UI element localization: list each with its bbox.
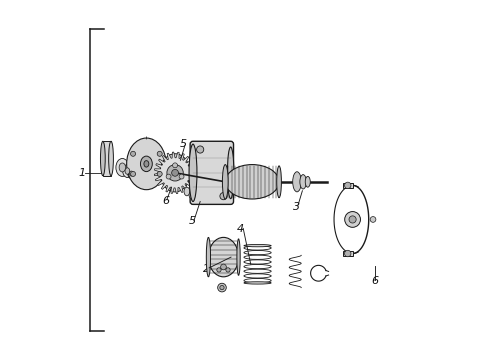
Circle shape <box>226 268 230 272</box>
Text: 5: 5 <box>189 216 196 226</box>
Ellipse shape <box>206 237 211 277</box>
Ellipse shape <box>189 144 197 202</box>
Ellipse shape <box>119 163 125 172</box>
Circle shape <box>344 182 351 189</box>
Circle shape <box>157 151 162 156</box>
Ellipse shape <box>141 156 152 172</box>
Ellipse shape <box>184 187 190 196</box>
Circle shape <box>220 285 224 290</box>
Circle shape <box>172 170 178 176</box>
Bar <box>343 183 353 188</box>
Circle shape <box>220 193 227 200</box>
Bar <box>103 141 111 176</box>
Bar <box>343 251 353 256</box>
Circle shape <box>157 171 162 176</box>
Circle shape <box>196 146 204 153</box>
Ellipse shape <box>144 161 149 167</box>
Ellipse shape <box>305 176 310 187</box>
Ellipse shape <box>116 158 129 176</box>
FancyBboxPatch shape <box>190 141 234 204</box>
Text: 5: 5 <box>180 139 187 149</box>
Ellipse shape <box>300 175 306 189</box>
Ellipse shape <box>125 168 130 174</box>
Circle shape <box>344 212 361 227</box>
Text: 6: 6 <box>162 196 169 206</box>
Circle shape <box>344 250 351 257</box>
Ellipse shape <box>122 165 132 177</box>
Ellipse shape <box>128 168 135 179</box>
Ellipse shape <box>100 141 105 176</box>
Circle shape <box>349 216 356 223</box>
Text: 2: 2 <box>203 264 211 274</box>
Ellipse shape <box>208 237 239 277</box>
Ellipse shape <box>129 171 133 176</box>
Circle shape <box>179 174 184 179</box>
Circle shape <box>130 151 136 156</box>
Polygon shape <box>154 152 196 194</box>
Ellipse shape <box>126 138 166 190</box>
Ellipse shape <box>189 192 194 198</box>
Circle shape <box>130 171 136 176</box>
Ellipse shape <box>277 166 281 198</box>
Ellipse shape <box>160 154 190 192</box>
Ellipse shape <box>244 282 271 284</box>
Ellipse shape <box>225 165 279 199</box>
Circle shape <box>370 217 376 222</box>
Circle shape <box>220 264 226 270</box>
Ellipse shape <box>109 141 113 176</box>
Ellipse shape <box>244 244 271 247</box>
Text: 6: 6 <box>371 276 378 287</box>
Ellipse shape <box>293 172 301 192</box>
Circle shape <box>167 165 183 181</box>
Circle shape <box>217 268 221 272</box>
Circle shape <box>166 174 171 179</box>
Circle shape <box>172 163 177 168</box>
Ellipse shape <box>237 239 240 275</box>
Circle shape <box>218 283 226 292</box>
Text: 4: 4 <box>237 225 244 234</box>
Text: 3: 3 <box>294 202 300 212</box>
Text: 1: 1 <box>78 168 85 178</box>
Ellipse shape <box>227 147 234 199</box>
Ellipse shape <box>222 165 228 199</box>
